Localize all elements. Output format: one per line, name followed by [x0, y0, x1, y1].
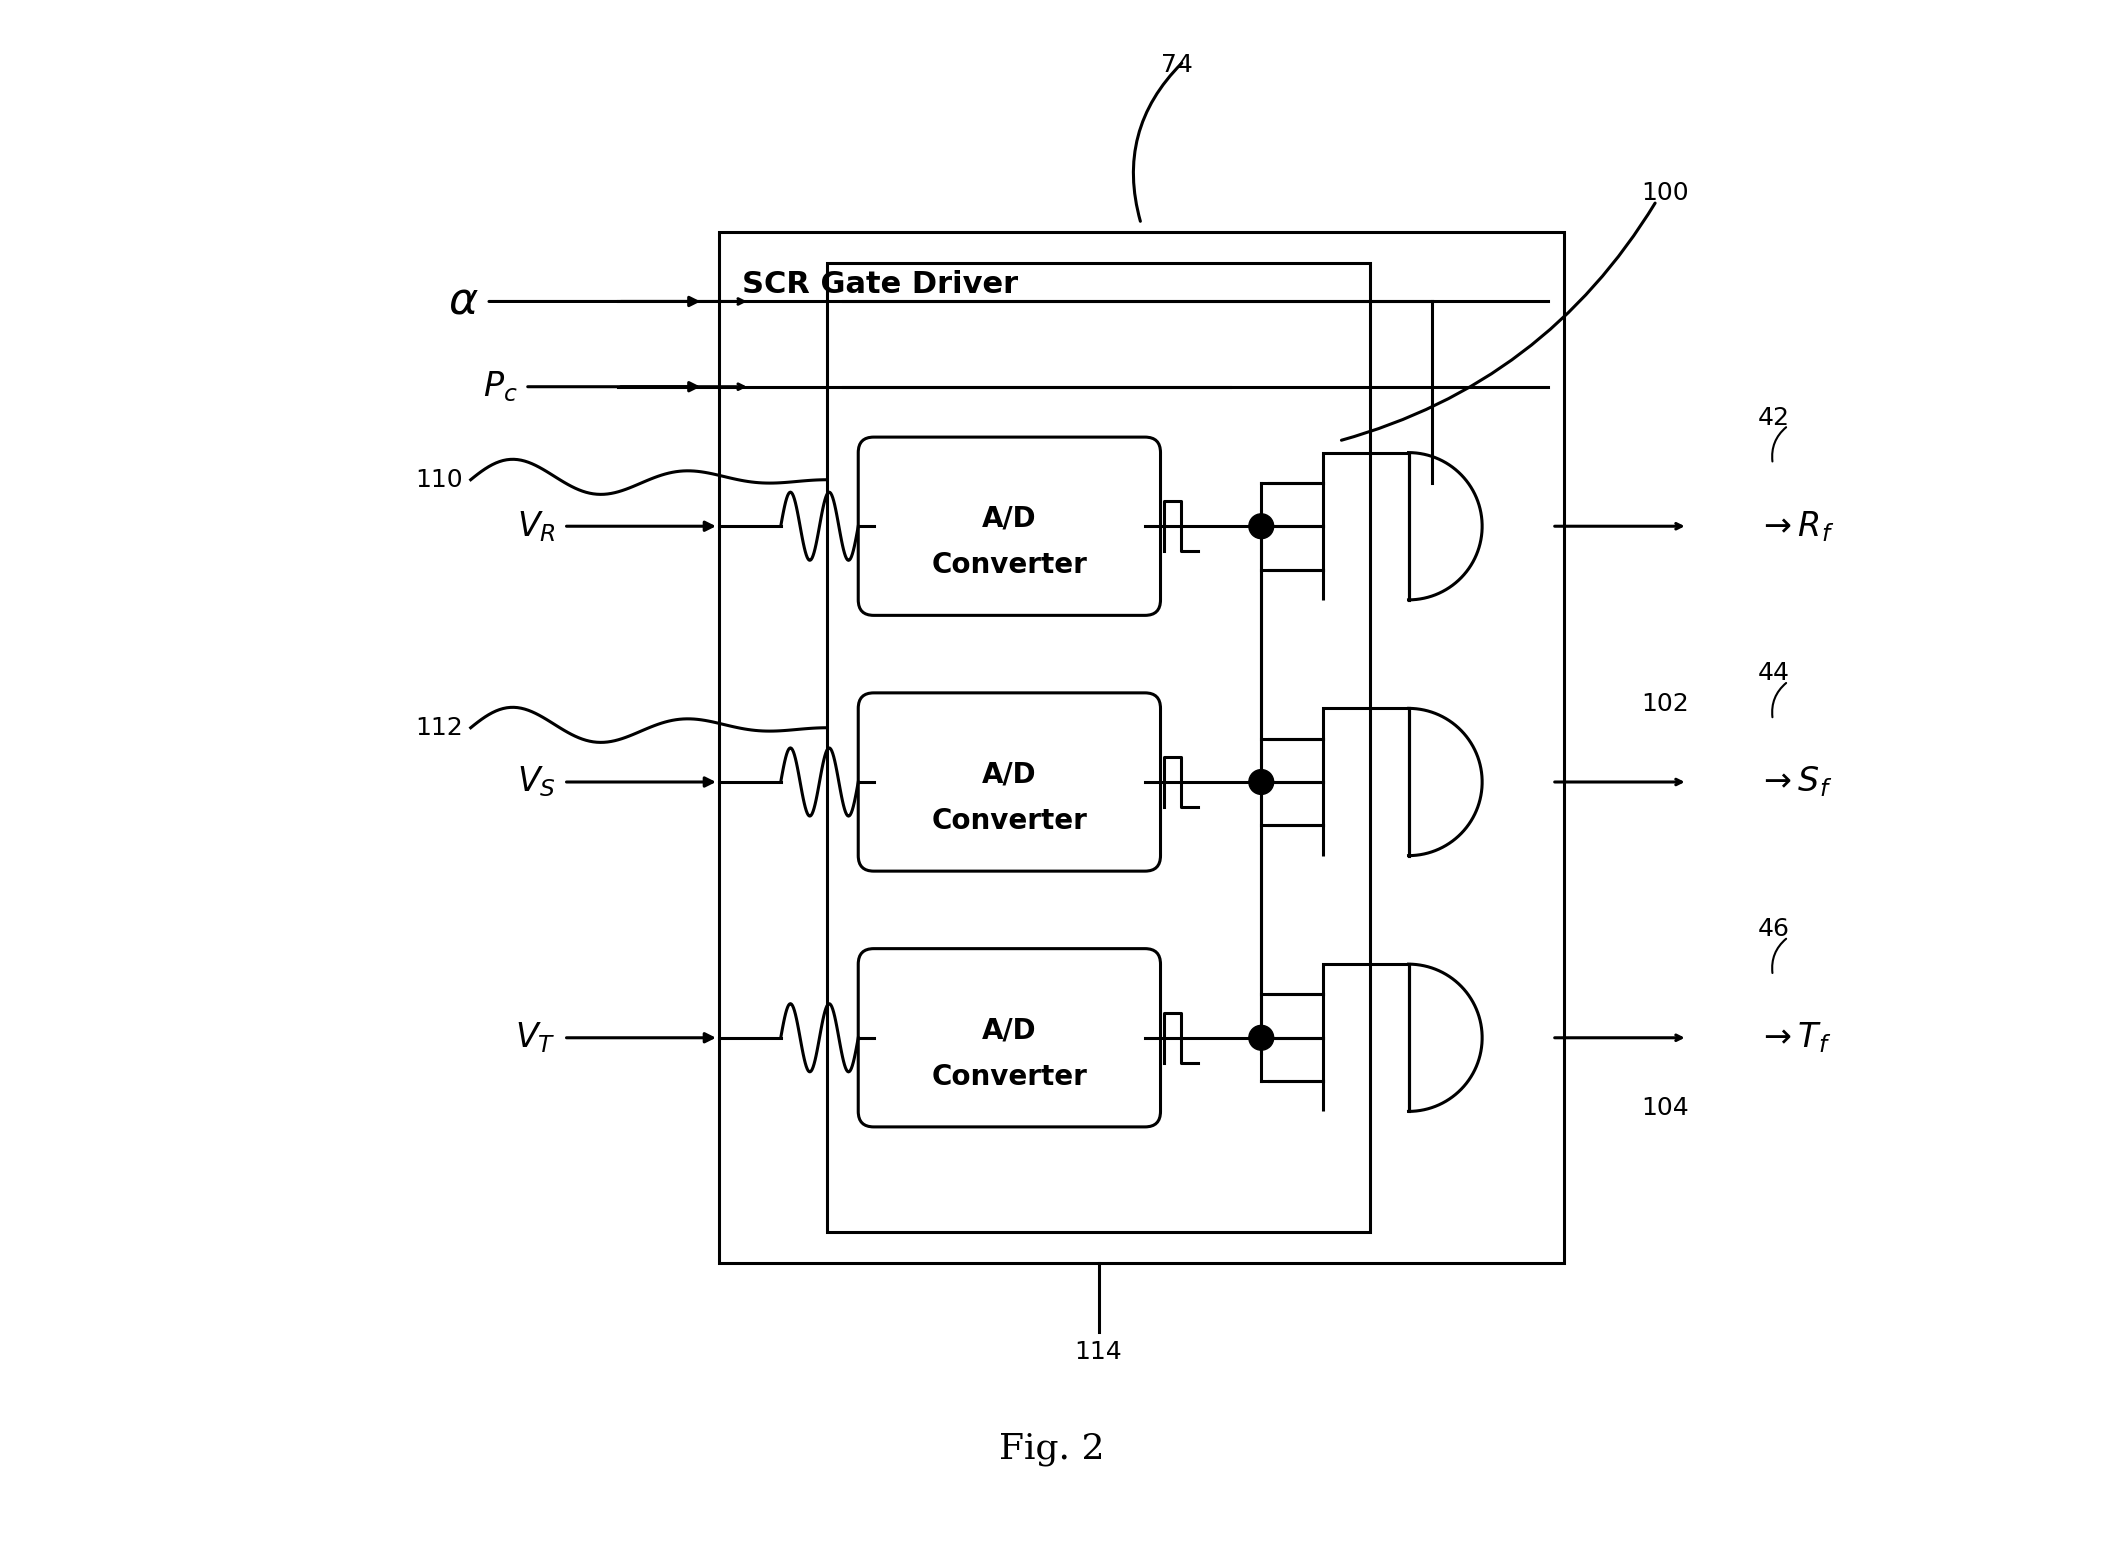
Text: 42: 42	[1757, 405, 1788, 430]
Text: 102: 102	[1641, 693, 1690, 716]
Text: 44: 44	[1757, 662, 1788, 685]
Text: 112: 112	[414, 716, 463, 740]
Text: $\rightarrow R_f$: $\rightarrow R_f$	[1757, 508, 1835, 544]
Text: 104: 104	[1641, 1095, 1690, 1120]
Text: 114: 114	[1075, 1340, 1121, 1364]
Circle shape	[1250, 515, 1273, 538]
Text: $V_T$: $V_T$	[515, 1020, 555, 1056]
FancyBboxPatch shape	[827, 263, 1370, 1231]
Text: $\alpha$: $\alpha$	[448, 280, 478, 322]
Text: 46: 46	[1757, 917, 1788, 942]
Circle shape	[1250, 769, 1273, 795]
FancyBboxPatch shape	[858, 949, 1161, 1128]
Text: Converter: Converter	[932, 551, 1088, 579]
Text: A/D: A/D	[983, 505, 1037, 532]
Text: SCR Gate Driver: SCR Gate Driver	[743, 271, 1018, 299]
FancyBboxPatch shape	[720, 231, 1563, 1262]
Text: $V_S$: $V_S$	[518, 765, 555, 799]
Text: $\rightarrow S_f$: $\rightarrow S_f$	[1757, 765, 1833, 799]
Text: Converter: Converter	[932, 807, 1088, 835]
Text: $P_c$: $P_c$	[482, 369, 518, 404]
Text: A/D: A/D	[983, 1017, 1037, 1045]
Circle shape	[1250, 1026, 1273, 1049]
Text: 74: 74	[1161, 53, 1193, 78]
FancyBboxPatch shape	[858, 436, 1161, 615]
Text: Converter: Converter	[932, 1062, 1088, 1090]
Text: $\rightarrow T_f$: $\rightarrow T_f$	[1757, 1020, 1833, 1056]
Text: 100: 100	[1641, 181, 1690, 205]
Text: A/D: A/D	[983, 760, 1037, 788]
Text: 110: 110	[414, 468, 463, 491]
Text: Fig. 2: Fig. 2	[999, 1431, 1105, 1465]
FancyBboxPatch shape	[858, 693, 1161, 871]
Text: $V_R$: $V_R$	[518, 508, 555, 544]
